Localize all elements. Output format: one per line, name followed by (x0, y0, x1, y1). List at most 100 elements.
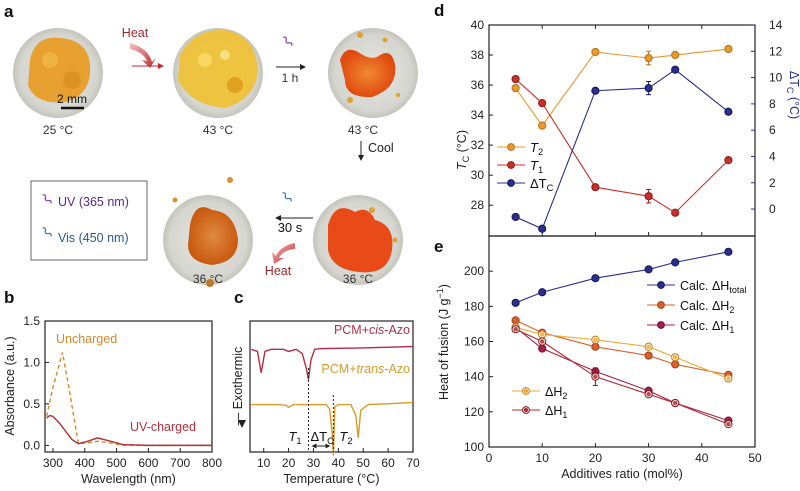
legend-marker (657, 281, 665, 289)
data-point (511, 83, 520, 93)
y2-tick-label: 4 (769, 149, 776, 163)
heat-arrow-bottom-icon (272, 243, 295, 264)
heat-label-bottom: Heat (265, 264, 292, 278)
vis-wave-icon (282, 192, 292, 202)
uv-wave-icon (283, 36, 293, 46)
legend-marker (657, 321, 665, 329)
chart-d: 28 30 32 34 36 38 40 0 2 4 6 8 10 12 14 TC (°C) ΔTC (°C)… (455, 18, 800, 237)
panel-label-d: d (434, 1, 444, 20)
series-line (515, 328, 729, 425)
series-line (515, 48, 729, 127)
x-tick-label: 70 (406, 456, 420, 470)
legend-label: T1 (530, 158, 543, 175)
y2-tick-label: 12 (769, 44, 783, 58)
x-tick-label: 800 (202, 456, 222, 470)
x-tick-label: 30 (642, 451, 656, 465)
down-arrow-icon (238, 420, 246, 428)
y-tick-label: 38 (471, 48, 485, 62)
y-tick-label: 160 (464, 335, 484, 349)
panel-a-photo-sequence: 2 mm 25 °C 43 °C 43 °C 36 °C 36 °C Heat (13, 26, 418, 287)
data-point (591, 183, 600, 192)
series-line (515, 78, 729, 214)
legend-label: Calc. ΔH1 (680, 319, 734, 335)
time-label-30s: 30 s (278, 220, 303, 235)
plot-frame (44, 320, 213, 453)
plot-frame (488, 24, 756, 237)
data-point (511, 298, 520, 307)
data-point (538, 344, 547, 353)
data-point-fill (593, 337, 598, 343)
time-label-1h: 1 h (282, 71, 299, 85)
x-tick-label: 0 (486, 451, 493, 465)
y2-tick-label: 6 (769, 123, 776, 137)
y-tick-label: 200 (464, 264, 484, 278)
x-tick-label: 30 (307, 456, 321, 470)
legend-marker (657, 301, 665, 309)
series-PCM+cis-Azo (251, 345, 414, 380)
x-tick-label: 500 (107, 456, 127, 470)
y-tick-label: 1.5 (23, 314, 40, 328)
series-T2 (511, 44, 733, 130)
legend-marker (507, 161, 515, 169)
data-point (591, 274, 600, 283)
data-point (538, 98, 547, 108)
x-tick-label: 40 (332, 456, 346, 470)
heat-arrow-icon (130, 43, 156, 68)
x-tick-label: 20 (589, 451, 603, 465)
data-point (644, 351, 653, 360)
legend-label: ΔH1 (545, 404, 567, 420)
legend-label: Calc. ΔHtotal (680, 279, 746, 295)
light-legend: UV (365 nm) Vis (450 nm) (30, 180, 148, 261)
photo-36c-supercooled (313, 195, 403, 285)
temp-label-4: 36 °C (193, 272, 223, 286)
x-tick-label: 700 (170, 456, 190, 470)
data-point (591, 342, 600, 351)
cool-label: Cool (368, 141, 394, 155)
y-tick-label: 28 (471, 198, 485, 212)
chart-e: 0 10 20 30 40 50 100 120 140 160 180 200 Additives r… (435, 235, 762, 481)
y2-tick-label: 8 (769, 97, 776, 111)
series-ΔTC (511, 65, 733, 233)
data-point (538, 224, 547, 233)
uv-legend-icon (42, 194, 52, 204)
data-point (538, 121, 547, 130)
x-tick-label: 50 (748, 451, 762, 465)
data-point-fill (726, 421, 731, 427)
series-line (515, 326, 729, 379)
y2-tick-label: 0 (769, 202, 776, 216)
photo-43c-melting (173, 28, 263, 118)
data-point (644, 192, 653, 201)
series-Calc.-ΔHtotal (511, 247, 733, 307)
legend-uv-label: UV (365 nm) (58, 195, 129, 209)
x-tick-label: 300 (43, 456, 63, 470)
x-axis-label: Wavelength (nm) (81, 472, 176, 486)
series-line (251, 401, 414, 456)
series-line (251, 345, 414, 380)
y-tick-label: 0.0 (23, 438, 40, 452)
data-point-fill (513, 326, 518, 332)
legend-marker (507, 143, 515, 151)
y-tick-label: 140 (464, 370, 484, 384)
x-tick-label: 60 (381, 456, 395, 470)
data-point (644, 84, 653, 93)
x-axis-label: Temperature (°C) (284, 472, 380, 486)
data-point (644, 53, 653, 63)
series-ΔH1 (511, 325, 733, 429)
data-point (724, 156, 733, 165)
panel-label-e: e (434, 237, 443, 256)
data-point (671, 208, 680, 217)
data-point (724, 247, 733, 256)
chart-c: 10 20 30 40 50 60 70 Temperature (°C) — Exotherm… (231, 320, 420, 486)
legend-marker (507, 179, 515, 187)
legend-vis-label: Vis (450 nm) (58, 231, 129, 245)
y2-tick-label: 10 (769, 71, 783, 85)
x-tick-label: 400 (75, 456, 95, 470)
data-point (671, 65, 680, 74)
series-line (46, 414, 212, 447)
data-point (671, 50, 680, 60)
data-point (724, 44, 733, 54)
y-axis-label: TC (°C) (455, 130, 471, 170)
y-axis-label: — Exothermic (231, 347, 245, 426)
temp-label-5: 36 °C (343, 272, 373, 286)
